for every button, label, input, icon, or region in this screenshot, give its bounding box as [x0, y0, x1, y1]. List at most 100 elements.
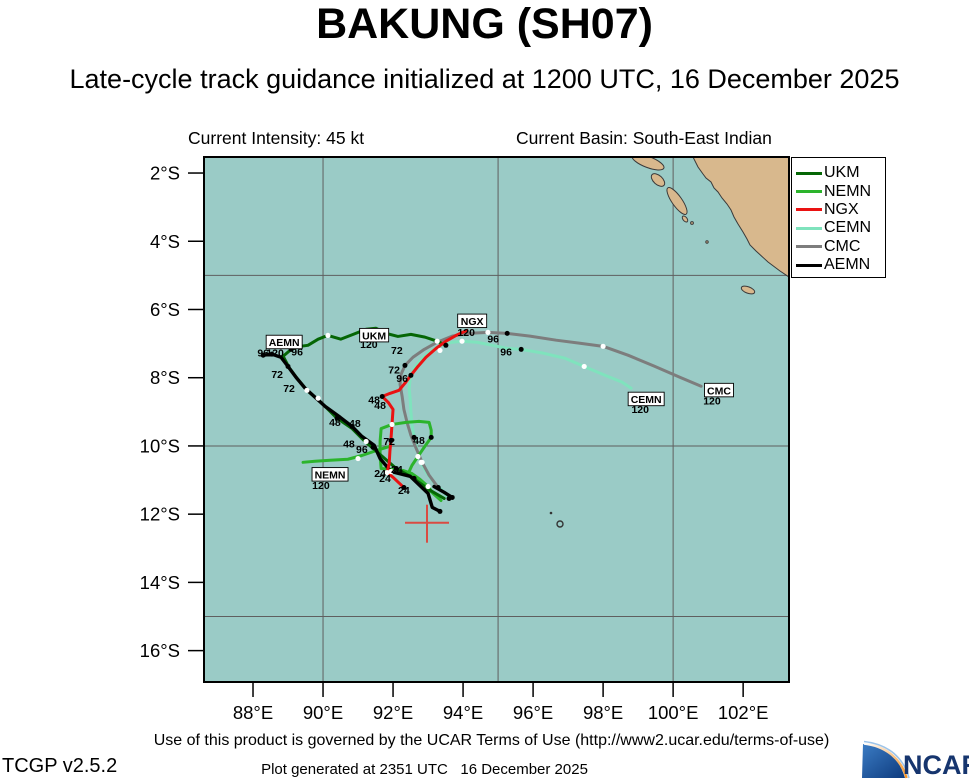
y-tick-label: 10°S — [140, 435, 180, 456]
track-AEMN-dot — [260, 352, 266, 358]
x-tick-label: 98°E — [583, 702, 623, 723]
island — [666, 187, 688, 215]
hour-label-24: 24 — [398, 485, 410, 497]
model-label-box-CEMN — [627, 391, 665, 407]
hour-label-48: 48 — [413, 435, 425, 447]
ncar-logo-arc-white — [863, 742, 908, 779]
ncar-logo-arc-blue — [863, 740, 910, 779]
ncar-logo: NCAR — [862, 740, 969, 780]
legend-label-CMC: CMC — [824, 237, 861, 255]
model-label-NEMN: NEMN — [315, 470, 346, 482]
track-AEMN-dot — [315, 395, 321, 401]
hour-label-72: 72 — [388, 365, 400, 377]
legend-label-AEMN: AEMN — [824, 256, 871, 274]
track-CMC — [398, 330, 703, 490]
hour-label-120: 120 — [266, 348, 284, 360]
y-tick-label: 16°S — [140, 640, 180, 661]
track-NGX — [380, 328, 469, 490]
hour-label-24: 24 — [391, 464, 403, 476]
legend-item-NEMN: NEMN — [796, 182, 885, 200]
ocean-background — [204, 157, 789, 682]
island — [631, 157, 665, 171]
ncar-logo-swoosh — [862, 744, 905, 778]
legend-item-AEMN: AEMN — [796, 256, 885, 274]
hour-label-72: 72 — [283, 383, 295, 395]
legend-item-UKM: UKM — [796, 164, 885, 182]
track-CMC-dot — [435, 485, 441, 491]
current-basin-label: Current Basin: South-East Indian — [516, 128, 772, 148]
x-tick-label: 102°E — [718, 702, 769, 723]
track-CMC-dot — [419, 459, 425, 465]
legend-swatch-AEMN — [796, 263, 822, 267]
hour-label-120: 120 — [457, 327, 475, 339]
x-tick-label: 100°E — [648, 702, 699, 723]
y-tick-label: 2°S — [150, 163, 180, 184]
island — [681, 215, 689, 223]
island — [740, 285, 756, 295]
y-tick-label: 12°S — [140, 504, 180, 525]
track-CEMN-dot — [518, 346, 524, 352]
generated-timestamp: Plot generated at 2351 UTC 16 December 2… — [261, 761, 588, 778]
track-CMC-dot — [402, 362, 408, 368]
hour-label-48: 48 — [329, 417, 341, 429]
track-NGX-dot — [437, 347, 443, 354]
model-label-box-NEMN — [311, 467, 349, 482]
track-CMC-dot — [504, 330, 510, 336]
land-layer — [549, 157, 789, 528]
grid-lines — [204, 157, 789, 682]
track-NGX-dot — [379, 393, 385, 399]
track-NEMN-dot — [389, 421, 395, 428]
track-UKM-dot — [325, 332, 331, 339]
legend: UKM NEMN NGX CEMN CMC AEMN — [791, 157, 886, 278]
track-NEMN — [378, 419, 443, 503]
model-label-CEMN: CEMN — [631, 394, 662, 406]
hour-label-48: 48 — [343, 439, 355, 451]
track-UKM-dot — [363, 438, 369, 445]
track-AEMN-dot — [285, 363, 291, 369]
hour-label-72: 72 — [391, 345, 403, 357]
islet — [690, 221, 694, 225]
ncar-logo-text: NCAR — [903, 750, 969, 780]
hour-label-96: 96 — [291, 347, 303, 359]
x-tick-label: 96°E — [513, 702, 553, 723]
subtitle: Late-cycle track guidance initialized at… — [69, 64, 900, 94]
track-AEMN-dot — [349, 423, 355, 429]
hour-label-120: 120 — [312, 480, 330, 492]
x-tick-label: 94°E — [443, 702, 483, 723]
track-NGX-dot — [401, 485, 407, 491]
legend-swatch-CEMN — [796, 226, 822, 230]
hour-label-120: 120 — [631, 404, 649, 416]
x-tick-label: 90°E — [303, 702, 343, 723]
track-NEMN-dot — [415, 453, 421, 460]
model-label-box-AEMN — [265, 334, 303, 350]
hour-label-72: 72 — [383, 436, 395, 448]
model-label-AEMN: AEMN — [269, 337, 300, 349]
hour-label-96: 96 — [356, 444, 368, 456]
model-label-CMC: CMC — [707, 385, 731, 397]
legend-label-UKM: UKM — [824, 164, 860, 182]
hour-label-96: 96 — [257, 348, 269, 360]
map-border — [203, 156, 790, 683]
model-label-UKM: UKM — [362, 330, 386, 342]
y-tick-label: 8°S — [150, 367, 180, 388]
islet-ring — [556, 520, 564, 528]
x-tick-label: 92°E — [373, 702, 413, 723]
legend-swatch-UKM — [796, 171, 822, 175]
track-CEMN-dot — [581, 363, 587, 370]
y-tick-label: 6°S — [150, 299, 180, 320]
hour-label-24: 24 — [374, 468, 386, 480]
model-label-NGX: NGX — [461, 316, 484, 328]
hour-label-120: 120 — [703, 396, 721, 408]
terms-of-use-text: Use of this product is governed by the U… — [153, 732, 830, 749]
legend-label-NEMN: NEMN — [824, 182, 872, 200]
track-CEMN-dot — [411, 434, 417, 440]
tcgp-version: TCGP v2.5.2 — [2, 755, 118, 777]
track-UKM-dot — [304, 387, 310, 393]
track-NEMN-dot — [411, 475, 417, 481]
track-UKM-dot — [443, 342, 449, 348]
legend-swatch-CMC — [796, 245, 822, 249]
legend-label-CEMN: CEMN — [824, 219, 872, 237]
